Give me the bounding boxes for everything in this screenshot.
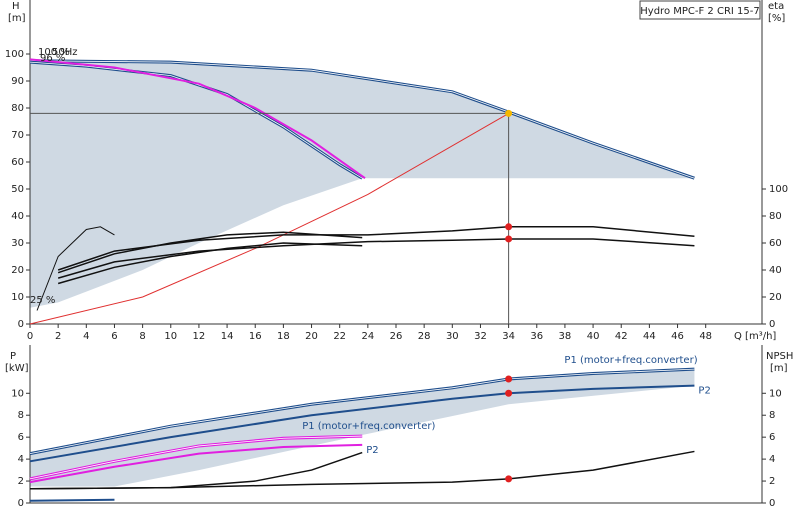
operating-point	[505, 235, 513, 243]
y-tick-label: 4	[18, 454, 24, 465]
x-tick-label: 0	[27, 331, 33, 342]
operating-point	[505, 375, 513, 383]
axis-label: [%]	[768, 13, 785, 24]
axis-label: [m]	[8, 13, 26, 24]
y-tick-label: 10	[11, 292, 24, 303]
series-label: P1 (motor+freq.converter)	[302, 421, 435, 432]
operating-point	[505, 109, 513, 117]
operating-region	[30, 59, 695, 308]
y-tick-label: 50	[11, 184, 24, 195]
y-tick-label: 8	[18, 410, 24, 421]
x-tick-label: 34	[502, 331, 515, 342]
y2-tick-label: 2	[769, 476, 775, 487]
x-tick-label: 38	[559, 331, 572, 342]
x-tick-label: 12	[193, 331, 206, 342]
annotation: 96 %	[40, 53, 65, 64]
annotation: 25 %	[30, 295, 55, 306]
chart-title: Hydro MPC-F 2 CRI 15-7	[640, 6, 759, 17]
y-tick-label: 70	[11, 130, 24, 141]
y2-tick-label: 4	[769, 454, 775, 465]
series-label: P2	[366, 445, 378, 456]
curve	[57, 231, 363, 274]
x-tick-label: 30	[446, 331, 459, 342]
curve	[57, 238, 695, 279]
axis-label: NPSH	[766, 351, 793, 362]
x-tick-label: 6	[111, 331, 117, 342]
annotation: 100 %	[38, 47, 70, 58]
y-tick-label: 20	[11, 265, 24, 276]
curve-inner	[29, 61, 363, 179]
curve	[29, 443, 363, 484]
y2-tick-label: 20	[769, 292, 782, 303]
axis-label: eta	[768, 1, 784, 12]
x-tick-label: 44	[643, 331, 656, 342]
x-tick-label: 4	[83, 331, 89, 342]
x-tick-label: 26	[390, 331, 403, 342]
x-tick-label: 24	[361, 331, 374, 342]
y2-tick-label: 6	[769, 432, 775, 443]
x-tick-label: 22	[333, 331, 346, 342]
x-tick-label: 46	[671, 331, 684, 342]
x-tick-label: 2	[55, 331, 61, 342]
x-tick-label: 16	[249, 331, 262, 342]
axis-label: P	[10, 351, 16, 362]
x-tick-label: 10	[164, 331, 177, 342]
curve-inner	[29, 60, 695, 179]
x-tick-label: 20	[305, 331, 318, 342]
curve-inner	[29, 368, 695, 455]
curve	[29, 58, 366, 180]
y-tick-label: 40	[11, 211, 24, 222]
y2-tick-label: 10	[769, 388, 782, 399]
y-tick-label: 2	[18, 476, 24, 487]
curve	[29, 451, 363, 490]
curve	[57, 242, 363, 285]
y-tick-label: 0	[18, 498, 24, 509]
y2-tick-label: 0	[769, 319, 775, 330]
x-tick-label: 48	[699, 331, 712, 342]
y-tick-label: 60	[11, 157, 24, 168]
x-tick-label: 28	[418, 331, 431, 342]
x-tick-label: 14	[221, 331, 234, 342]
y2-tick-label: 0	[769, 498, 775, 509]
operating-point	[505, 475, 513, 483]
curve	[29, 384, 695, 463]
y-tick-label: 6	[18, 432, 24, 443]
operating-point	[505, 223, 513, 231]
annotation: 50Hz	[52, 47, 78, 58]
axis-label: [m]	[770, 363, 788, 374]
y-tick-label: 0	[18, 319, 24, 330]
axis-label: [kW]	[5, 363, 29, 374]
x-tick-label: 8	[139, 331, 145, 342]
x-tick-label: 18	[277, 331, 290, 342]
operating-point	[505, 389, 513, 397]
x-tick-label: 36	[530, 331, 543, 342]
y-tick-label: 30	[11, 238, 24, 249]
x-tick-label: 42	[615, 331, 628, 342]
y-tick-label: 10	[11, 388, 24, 399]
y-tick-label: 80	[11, 103, 24, 114]
x-tick-label: 32	[474, 331, 487, 342]
y2-tick-label: 8	[769, 410, 775, 421]
y2-tick-label: 80	[769, 211, 782, 222]
curve-inner	[29, 435, 363, 480]
series-label: P1 (motor+freq.converter)	[564, 355, 697, 366]
y-tick-label: 90	[11, 76, 24, 87]
curve	[29, 498, 115, 502]
axis-label: H	[12, 1, 20, 12]
curve	[36, 226, 115, 311]
curve	[57, 226, 695, 271]
y2-tick-label: 100	[769, 184, 788, 195]
x-tick-label: 40	[587, 331, 600, 342]
y2-tick-label: 40	[769, 265, 782, 276]
series-label: P2	[698, 386, 710, 397]
curve	[29, 112, 509, 325]
y-tick-label: 100	[5, 49, 24, 60]
operating-region	[30, 369, 695, 487]
title-box	[639, 0, 761, 20]
y2-tick-label: 60	[769, 238, 782, 249]
axis-label: Q [m³/h]	[734, 331, 776, 342]
